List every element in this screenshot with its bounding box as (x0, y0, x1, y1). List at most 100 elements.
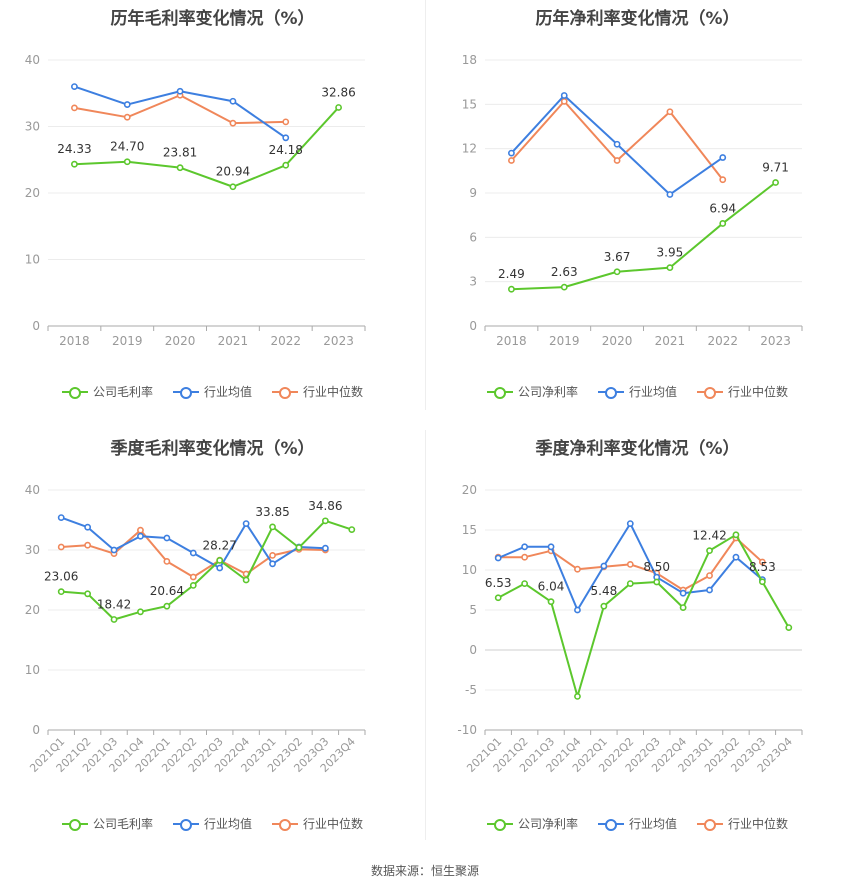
series-line (74, 106, 340, 188)
legend-line-circle-icon (272, 386, 298, 399)
data-point (216, 564, 224, 572)
legend-item[interactable]: 公司毛利率 (61, 383, 153, 400)
chart-plot: 0 10 20 30 40 2018 2019 2020 2021 2022 2023 24.33 24… (25, 53, 366, 348)
data-point (521, 543, 529, 551)
data-label: 6.04 (538, 580, 565, 594)
legend-line-circle-icon (486, 818, 513, 831)
data-point (137, 608, 144, 616)
data-point (282, 161, 290, 169)
data-point (295, 544, 303, 551)
data-point (653, 578, 661, 586)
legend-item[interactable]: 行业中位数 (272, 815, 363, 832)
legend-line-circle-icon (61, 386, 88, 399)
legend-circle (68, 818, 81, 831)
legend-item[interactable]: 行业均值 (172, 815, 252, 832)
legend-circle (704, 386, 716, 399)
data-point (242, 520, 250, 527)
data-label: 23.06 (44, 570, 78, 584)
series-line (510, 100, 724, 181)
data-point (57, 514, 65, 521)
data-label: 32.86 (321, 85, 355, 99)
legend-circle (604, 818, 617, 831)
data-point (706, 547, 713, 555)
data-label: 3.67 (604, 250, 631, 264)
y-tick-label: 10 (25, 663, 40, 677)
series-line (497, 533, 790, 698)
y-tick-label: 10 (25, 253, 40, 267)
data-point (613, 157, 621, 164)
data-point (71, 104, 78, 112)
data-point (229, 119, 237, 127)
data-point (574, 692, 581, 700)
data-point (666, 108, 674, 116)
legend-label: 行业中位数 (728, 817, 789, 831)
legend-item[interactable]: 行业均值 (597, 383, 677, 400)
quarterly-net-margin-chart: 季度净利率变化情况（%） -10 -5 0 5 10 15 20 2021Q1 2021Q2 20… (425, 430, 850, 850)
legend-circle (604, 386, 617, 399)
legend-item[interactable]: 行业中位数 (272, 383, 363, 400)
chart-title: 历年毛利率变化情况（%） (110, 9, 315, 29)
data-point (560, 92, 568, 99)
y-tick-label: 0 (469, 643, 477, 657)
y-tick-label: 15 (462, 97, 477, 111)
legend-label: 行业中位数 (728, 385, 789, 399)
y-tick-label: 20 (462, 483, 477, 497)
data-point (57, 543, 65, 551)
data-label: 8.50 (643, 560, 670, 574)
data-point (521, 580, 529, 587)
legend-circle (179, 818, 192, 831)
data-point (71, 83, 78, 90)
data-point (321, 544, 329, 552)
data-point (560, 97, 568, 105)
chart-plot: 0102030402021Q12021Q22021Q32021Q42022Q12… (25, 483, 366, 775)
legend-label: 行业中位数 (303, 817, 364, 831)
x-tick-label: 2021 (218, 334, 249, 348)
y-tick-label: 15 (462, 523, 477, 537)
data-point (547, 598, 555, 606)
annual-net-margin-chart: 历年净利率变化情况（%） 0 3 6 9 12 15 18 2018 2019 2020 2021 2… (425, 0, 850, 420)
x-tick-label: 2023 (760, 334, 791, 348)
legend-item[interactable]: 行业中位数 (697, 383, 788, 400)
legend-label: 行业均值 (628, 817, 677, 831)
data-point (84, 523, 92, 531)
legend-item[interactable]: 公司毛利率 (61, 815, 153, 832)
data-label: 23.81 (163, 146, 197, 160)
legend-item[interactable]: 公司净利率 (486, 383, 578, 400)
data-point (626, 520, 634, 527)
legend-item[interactable]: 公司净利率 (486, 815, 578, 832)
legend-label: 公司毛利率 (92, 385, 153, 399)
data-point (600, 602, 608, 610)
data-point (71, 160, 78, 168)
data-point (84, 541, 92, 549)
data-point (229, 183, 237, 191)
data-point (163, 557, 171, 565)
data-point (706, 586, 713, 594)
data-point (574, 606, 581, 614)
data-point (176, 164, 184, 172)
legend-item[interactable]: 行业中位数 (697, 815, 788, 832)
data-point (123, 113, 131, 121)
y-tick-label: 9 (469, 186, 477, 200)
data-point (508, 285, 515, 293)
series-line (74, 94, 286, 125)
data-point (269, 552, 276, 559)
data-point (758, 558, 766, 566)
y-tick-label: 0 (32, 723, 40, 737)
data-label: 6.94 (709, 201, 736, 215)
legend-item[interactable]: 行业均值 (172, 383, 252, 400)
data-label: 34.86 (308, 499, 342, 513)
data-point (110, 546, 118, 554)
legend-label: 公司净利率 (517, 385, 578, 399)
data-point (163, 534, 171, 542)
data-point (679, 589, 687, 597)
legend-line-circle-icon (272, 818, 298, 831)
data-label: 9.71 (762, 161, 789, 175)
data-point (335, 104, 342, 111)
legend-item[interactable]: 行业均值 (597, 815, 677, 832)
data-point (560, 283, 568, 291)
chart-title: 季度毛利率变化情况（%） (110, 439, 315, 459)
data-point (123, 158, 131, 166)
data-point (758, 578, 766, 586)
y-tick-label: 30 (25, 120, 40, 134)
x-tick-label: 2019 (549, 334, 580, 348)
